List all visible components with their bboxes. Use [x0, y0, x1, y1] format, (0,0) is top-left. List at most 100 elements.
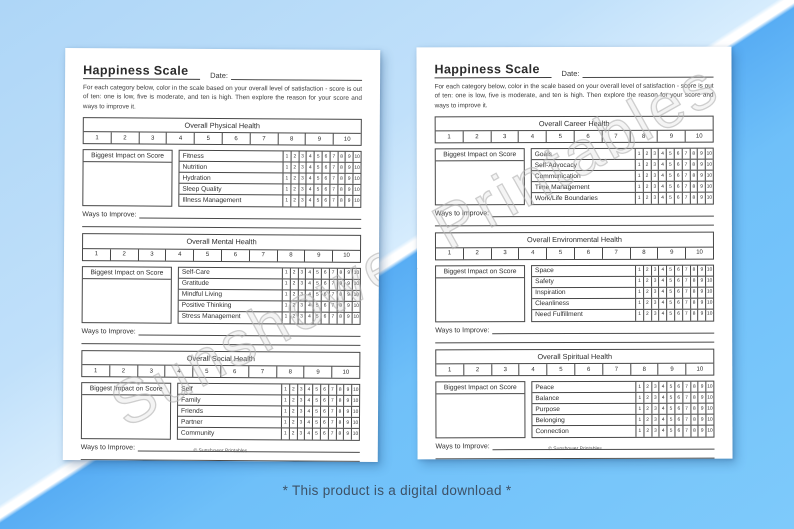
scale-cell: 10: [343, 136, 351, 143]
rating-cell: 5: [313, 417, 321, 428]
scale-cell: 7: [603, 364, 631, 376]
rating-cell: 3: [651, 171, 660, 182]
rating-cell: 7: [683, 404, 692, 415]
rating-cell: 7: [329, 268, 338, 279]
scale-number-row: 1 2 3 4 5 6 7 8 9 10: [435, 131, 713, 143]
rating-cell: 7: [682, 149, 691, 160]
category-row: Community 1 2 3 4 5 6 7 8 9 10: [177, 428, 359, 441]
category-label: Fitness: [179, 151, 284, 162]
rating-cell: 3: [298, 195, 307, 207]
instructions-text: For each category below, color in the sc…: [434, 82, 714, 109]
category-row: Need Fulfillment 1 2 3 4 5 6 7 8 9 10: [532, 309, 713, 321]
rating-cell: 7: [330, 174, 339, 185]
rating-cell: 2: [643, 182, 652, 193]
rating-cell: 10: [352, 420, 359, 426]
rating-cell: 2: [643, 309, 652, 321]
date-label: Date:: [210, 70, 229, 81]
rating-cell: 9: [345, 174, 354, 185]
category-label: Self-Care: [178, 267, 283, 279]
rating-cell: 4: [659, 171, 667, 182]
scale-cell: 4: [167, 133, 195, 145]
overall-scale-table: Overall Mental Health 1 2 3 4 5 6 7 8 9 10: [81, 233, 362, 263]
rating-cell: 5: [667, 182, 675, 193]
rating-cell: 2: [289, 428, 298, 440]
page-content: Happiness Scale Date: For each category be…: [63, 48, 381, 462]
rating-cell: 1: [282, 268, 291, 279]
rating-cell: 8: [690, 193, 699, 205]
section-body: Biggest Impact on Score Peace 1 2 3 4 5 6 7 8 9 10 B…: [435, 380, 715, 439]
section-body: Biggest Impact on Score Self-Care 1 2 3 4 5 6 7 8…: [81, 265, 361, 325]
rating-cell: 10: [352, 398, 359, 404]
category-row: Purpose 1 2 3 4 5 6 7 8 9 10: [532, 403, 714, 416]
rating-cell: 4: [306, 151, 315, 162]
category-row: Communication 1 2 3 4 5 6 7 8 9 10: [531, 170, 713, 183]
rating-cell: 8: [336, 407, 345, 418]
category-table: Fitness 1 2 3 4 5 6 7 8 9 10 Nutrition 1 2 3 4 5 6 7 8 9 10 Hy…: [178, 150, 362, 209]
rating-cell: 8: [338, 163, 346, 174]
rating-cell: 7: [682, 276, 691, 287]
category-row: Balance 1 2 3 4 5 6 7 8 9 10: [532, 392, 714, 405]
ways-to-improve-label: Ways to Improve:: [435, 327, 490, 335]
rating-cell: 7: [682, 160, 691, 171]
rating-cell: 1: [636, 276, 644, 287]
category-label: Goals: [531, 149, 636, 160]
rating-cell: 5: [667, 276, 676, 287]
rating-cell: 8: [337, 196, 346, 208]
rating-cell: 10: [706, 279, 713, 285]
rating-cell: 10: [707, 384, 713, 390]
rating-cell: 5: [667, 415, 676, 426]
rating-cell: 9: [344, 312, 353, 324]
rating-cell: 9: [698, 309, 707, 321]
rating-cell: 1: [635, 160, 644, 171]
scale-cell: 3: [491, 364, 520, 376]
rating-cell: 3: [652, 415, 660, 426]
category-label: Community: [177, 428, 282, 440]
rating-cell: 4: [305, 406, 314, 417]
writing-line: [492, 325, 715, 335]
rating-cell: 3: [651, 193, 660, 205]
scale-cell: 6: [221, 249, 250, 262]
category-label: Nutrition: [179, 162, 284, 173]
rating-cell: 1: [283, 162, 292, 173]
health-section: Overall Career Health 1 2 3 4 5 6 7 8 9 10 Biggest …: [434, 115, 714, 227]
scale-cell: 1: [435, 248, 464, 260]
rating-cell: 2: [291, 184, 300, 195]
rating-cell: 6: [675, 393, 684, 404]
rating-cell: 7: [328, 429, 337, 441]
rating-cell: 2: [289, 406, 298, 417]
rating-cell: 2: [643, 298, 652, 309]
impact-box-label: Biggest Impact on Score: [83, 150, 172, 164]
category-row: Self-Advocacy 1 2 3 4 5 6 7 8 9 10: [531, 159, 713, 172]
rating-cell: 4: [659, 309, 668, 321]
scale-cell: 2: [463, 131, 492, 143]
rating-cell: 10: [706, 290, 713, 296]
category-label: Belonging: [532, 415, 637, 426]
category-label: Purpose: [532, 404, 637, 415]
rating-cell: 4: [659, 276, 668, 287]
rating-cell: 7: [683, 415, 692, 426]
rating-cell: 6: [320, 406, 329, 418]
copyright-footer: © Sunshower Printables: [548, 445, 602, 453]
scale-cell: 5: [547, 364, 576, 376]
scale-cell: 10: [343, 253, 350, 260]
rating-cell: 10: [354, 176, 360, 182]
category-label: Self-Advocacy: [531, 160, 636, 171]
rating-cell: 10: [706, 268, 713, 274]
rating-cell: 3: [299, 162, 307, 173]
overall-scale-table: Overall Environmental Health 1 2 3 4 5 6 7 8 9 10: [434, 231, 715, 261]
rating-cell: 6: [322, 195, 331, 208]
rating-cell: 1: [636, 426, 645, 438]
rating-cell: 2: [643, 287, 652, 298]
rating-cell: 10: [353, 271, 360, 277]
rating-cell: 4: [659, 382, 668, 393]
rating-cell: 5: [666, 149, 675, 160]
rating-cell: 1: [636, 404, 645, 415]
scale-cell: 5: [194, 249, 223, 261]
rating-cell: 6: [320, 428, 329, 441]
rating-cell: 8: [690, 298, 699, 309]
rating-cell: 5: [314, 184, 323, 195]
category-row: Peace 1 2 3 4 5 6 7 8 9 10: [532, 381, 714, 394]
rating-cell: 3: [651, 160, 660, 171]
category-row: Illness Management 1 2 3 4 5 6 7 8 9 10: [179, 195, 360, 208]
rating-cell: 10: [706, 151, 712, 157]
